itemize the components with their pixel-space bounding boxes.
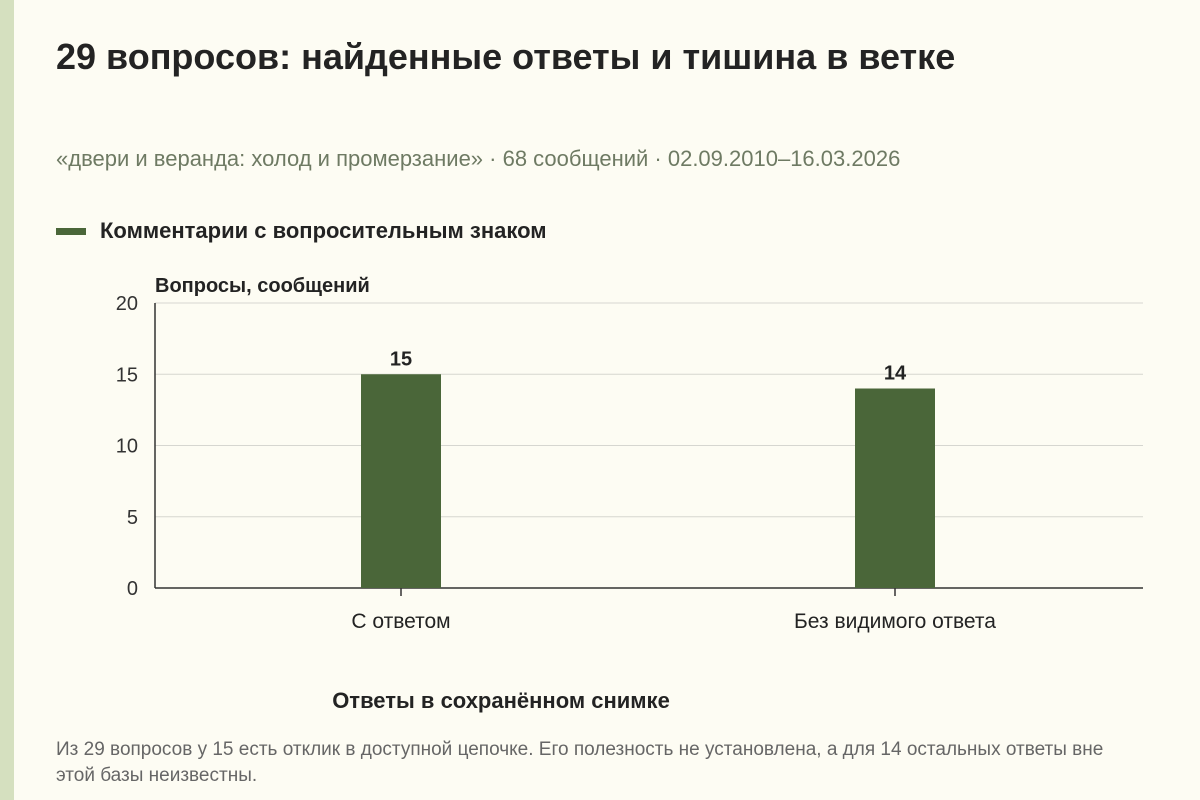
page-title: 29 вопросов: найденные ответы и тишина в… [56,36,956,77]
bar-value-label: 15 [390,348,412,370]
x-tick-label: Без видимого ответа [794,610,996,633]
bar-chart: 0 5 10 15 20 Вопросы, сообщений 15 С ответом 14 Б… [116,275,1143,713]
x-axis-label: Ответы в сохранённом снимке [332,688,670,713]
legend-swatch [56,227,86,235]
x-tick-label: С ответом [351,610,450,633]
y-tick-label: 15 [116,364,138,386]
bar [855,388,935,588]
footnote: Из 29 вопросов у 15 есть отклик в доступ… [56,739,1104,786]
page-subtitle: «двери и веранда: холод и промерзание» ·… [56,146,901,171]
y-axis-label: Вопросы, сообщений [155,275,370,297]
left-accent-stripe [0,0,14,800]
legend-label: Комментарии с вопросительным знаком [100,218,547,243]
bar-value-label: 14 [884,363,907,385]
chart-legend: Комментарии с вопросительным знаком [56,218,547,244]
y-tick-label: 10 [116,436,138,458]
y-tick-label: 20 [116,293,138,315]
bar [361,374,441,588]
y-tick-label: 0 [127,578,138,600]
y-tick-label: 5 [127,507,138,529]
